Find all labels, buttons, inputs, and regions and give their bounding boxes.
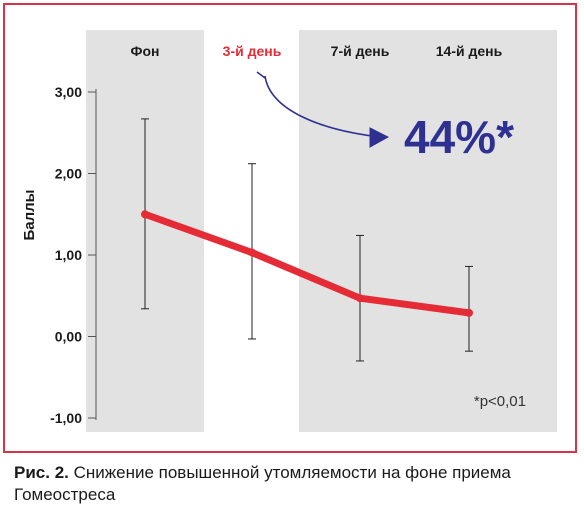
- y-axis-label: Баллы: [21, 190, 38, 241]
- y-tick-label: -1,00: [50, 410, 82, 426]
- category-bands: [86, 30, 557, 432]
- x-tick-label: Фон: [131, 43, 160, 59]
- data-point: [356, 294, 364, 303]
- caption-text: Снижение повышенной утомляемости на фоне…: [14, 463, 511, 504]
- data-point: [141, 210, 149, 219]
- y-tick-label: 1,00: [55, 247, 82, 263]
- y-tick-label: 3,00: [55, 84, 82, 100]
- series-line: [141, 210, 473, 317]
- x-tick-labels: Фон 3-й день 7-й день 14-й день: [131, 43, 503, 59]
- error-bar: [465, 265, 473, 352]
- significance-footnote: *p<0,01: [474, 393, 526, 410]
- caption-label: Рис. 2.: [14, 463, 69, 482]
- chart: 3,00 2,00 1,00 0,00 -1,00 Фон 3-й день 7-й ден…: [21, 30, 557, 432]
- y-tick-label: 2,00: [55, 166, 82, 182]
- x-tick-label: 14-й день: [436, 43, 503, 59]
- data-point: [465, 308, 473, 317]
- y-axis: 3,00 2,00 1,00 0,00 -1,00: [50, 84, 97, 426]
- category-band-1: [299, 30, 557, 432]
- y-tick-label: 0,00: [55, 329, 82, 345]
- data-point: [248, 248, 256, 257]
- reduction-annotation: 44%*: [404, 111, 514, 163]
- x-tick-label: 3-й день: [223, 43, 282, 59]
- series: [141, 210, 473, 317]
- annotation-arrow: [256, 71, 390, 148]
- figure-caption: Рис. 2. Снижение повышенной утомляемости…: [14, 462, 574, 506]
- x-tick-label: 7-й день: [331, 43, 390, 59]
